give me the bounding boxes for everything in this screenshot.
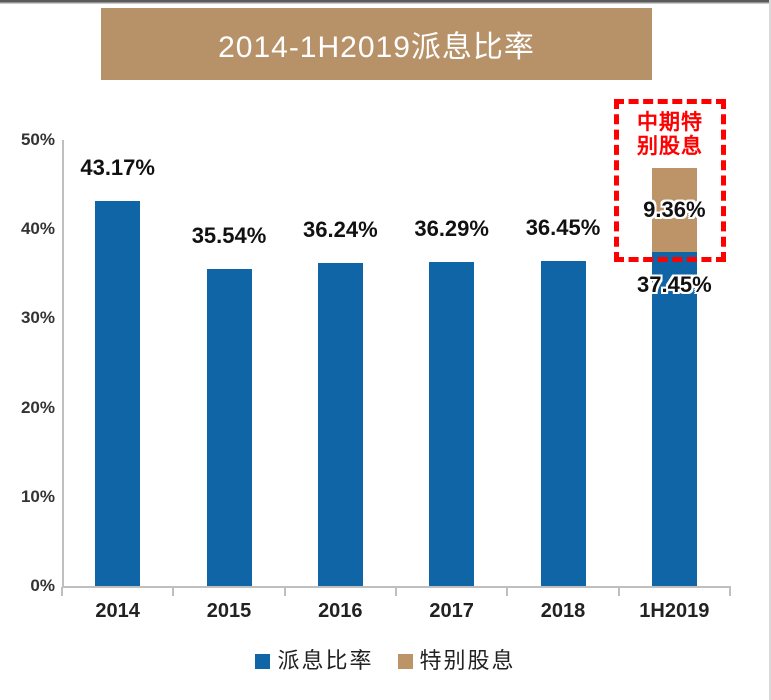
bar-value-label: 37.45% [637,271,712,297]
x-axis-tick [506,587,509,596]
bar-1H2019 [651,251,697,586]
y-axis-label: 10% [20,486,55,506]
bar-value-label: 35.54% [191,222,267,248]
x-axis-tick [283,587,286,596]
x-axis-tick [61,587,63,596]
bar-2015 [206,268,252,586]
x-axis-tick [395,587,397,596]
callout-line-2: 别股息 [637,135,703,158]
bar-2016 [317,262,363,586]
callout-line-1: 中期特 [637,111,703,134]
special-dividend-callout-box: 中期特 别股息 [614,99,726,262]
chart-title-banner: 2014-1H2019派息比率 [101,8,652,80]
x-axis-label-1H2019: 1H2019 [639,600,710,622]
right-border-line [769,0,771,700]
x-axis-label-2018: 2018 [540,600,586,622]
payout-ratio-swatch [255,653,271,669]
bar-2014 [95,200,141,586]
legend-item-payout-ratio: 派息比率 [255,648,373,674]
y-axis-label: 0% [30,576,55,595]
bar-2017 [429,262,475,586]
bar-value-label: 43.17% [80,154,155,180]
special-dividend-callout-label: 中期特 别股息 [619,111,721,159]
x-axis-label-2015: 2015 [206,600,252,622]
bar-value-label: 36.29% [414,216,489,242]
special-dividend-legend-label: 特别股息 [419,648,516,673]
bar-value-label: 36.24% [303,216,378,242]
y-axis-label: 50% [20,130,55,149]
y-axis-label: 30% [20,308,55,328]
bar-2018 [540,260,586,586]
y-axis-line [62,140,64,588]
x-axis-label-2017: 2017 [429,600,474,622]
y-axis-label: 40% [20,219,55,239]
x-axis-tick [729,587,731,596]
special-bar-1H2019 [651,168,697,252]
special-segment-value-label: 9.36% [643,197,706,223]
special-dividend-swatch [397,653,413,669]
legend-item-special-dividend: 特别股息 [397,648,516,674]
payout-ratio-legend-label: 派息比率 [277,648,374,673]
legend: 派息比率 特别股息 [0,646,771,676]
x-axis-tick [172,587,175,596]
y-axis-label: 20% [20,397,55,417]
x-axis-label-2014: 2014 [95,600,140,622]
x-axis-label-2016: 2016 [318,600,363,622]
chart-title: 2014-1H2019派息比率 [218,31,535,64]
x-axis-tick [617,587,620,596]
bar-value-label: 36.45% [525,214,601,240]
top-border-line [0,0,771,4]
